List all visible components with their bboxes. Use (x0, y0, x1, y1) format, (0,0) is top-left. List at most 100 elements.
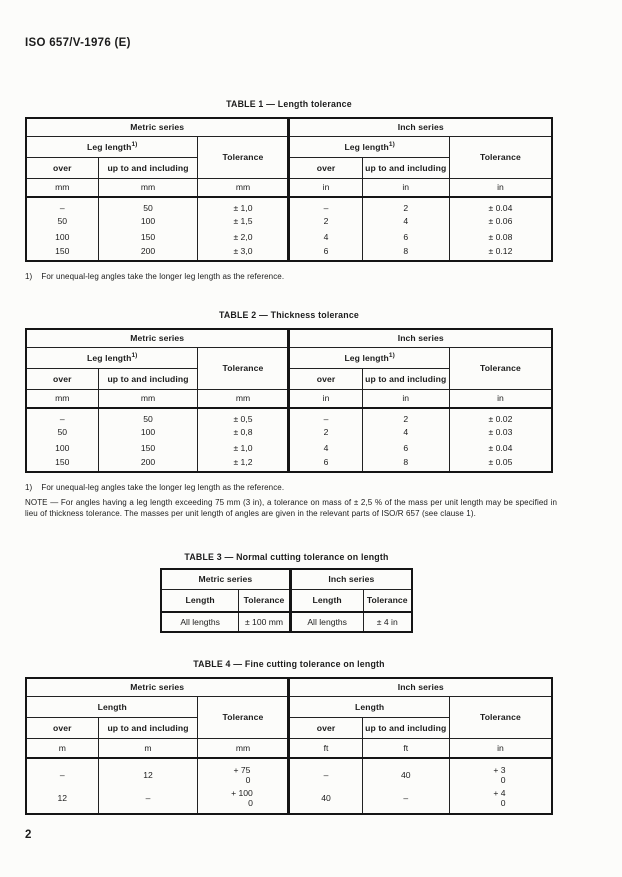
table1-length-tolerance: Metric series Inch series Leg length1) T… (25, 117, 553, 262)
stacked-tolerance: + 100 0 (231, 788, 255, 808)
unit-cell: in (448, 737, 553, 759)
table-cell: ± 0.08 (448, 229, 553, 245)
table-cell: 4 (361, 213, 450, 229)
unit-cell: in (361, 388, 450, 409)
table-cell: 12 (97, 758, 199, 786)
tolerance-lower: 0 (500, 774, 506, 785)
upto-header: up to and including (97, 367, 199, 390)
metric-series-header: Metric series (160, 568, 292, 590)
table-cell: 100 (25, 440, 99, 456)
footnote-ref: 1) (131, 352, 138, 360)
table-cell: 4 (361, 424, 450, 440)
table-cell: 6 (361, 229, 450, 245)
table-cell: ± 0.06 (448, 213, 553, 229)
table3-section: TABLE 3 — Normal cutting tolerance on le… (160, 552, 413, 633)
table2-title: TABLE 2 — Thickness tolerance (218, 310, 360, 320)
table2-thickness-tolerance: Metric series Inch series Leg length1) T… (25, 328, 553, 473)
table-cell: – (288, 758, 363, 786)
table1-footnote: 1) For unequal-leg angles take the longer… (25, 272, 284, 281)
table-cell: – (97, 786, 199, 814)
table-cell: 12 (25, 786, 99, 814)
over-header: over (25, 716, 99, 739)
table-cell: ± 0,5 (197, 408, 291, 424)
over-header: over (288, 367, 363, 390)
table-cell: ± 0,8 (197, 424, 291, 440)
table2-section: TABLE 2 — Thickness tolerance Metric ser… (25, 310, 553, 473)
unit-cell: mm (197, 388, 291, 409)
table-cell: – (25, 408, 99, 424)
inch-length-header: Length (288, 695, 450, 718)
unit-cell: m (97, 737, 199, 759)
table1-title: TABLE 1 — Length tolerance (226, 99, 352, 109)
series-header-row: Metric series Inch series (25, 677, 553, 697)
table-row: 100 150 ± 2,0 4 6 ± 0.08 (25, 229, 553, 245)
metric-series-header: Metric series (25, 677, 291, 697)
table-cell: 150 (25, 245, 99, 261)
inch-tolerance-header: Tolerance (448, 695, 553, 739)
unit-cell: m (25, 737, 99, 759)
metric-tolerance-header: Tolerance (197, 346, 291, 390)
table-cell: 2 (288, 424, 363, 440)
table-cell: + 75 0 (197, 758, 291, 786)
table-cell: All lengths (289, 611, 364, 633)
table-cell: – (25, 758, 99, 786)
table-cell: 2 (288, 213, 363, 229)
tolerance-lower: 0 (248, 798, 253, 808)
table-cell: ± 1,5 (197, 213, 291, 229)
table-cell: 150 (97, 440, 199, 456)
table-cell: ± 2,0 (197, 229, 291, 245)
table-cell: ± 3,0 (197, 245, 291, 261)
table-cell: 150 (97, 229, 199, 245)
range-header-row: over up to and including over up to and … (25, 156, 552, 179)
range-header-row: over up to and including over up to and … (25, 716, 552, 739)
unit-cell: in (288, 177, 363, 198)
table1-section: TABLE 1 — Length tolerance Metric series… (25, 99, 553, 262)
inch-series-header: Inch series (289, 568, 413, 590)
table-cell: All lengths (160, 611, 240, 633)
length-header: Length (289, 588, 364, 613)
table-cell: 6 (288, 245, 363, 261)
table-cell: 200 (97, 245, 199, 261)
table-cell: ± 0.12 (448, 245, 553, 261)
table-cell: ± 1,0 (197, 440, 291, 456)
group-header-row: Leg length1) Tolerance Leg length1) Tole… (25, 135, 553, 179)
leg-length-label: Leg length (344, 141, 389, 152)
inch-tolerance-header: Tolerance (448, 346, 553, 390)
leg-length-label: Leg length (344, 352, 389, 363)
unit-cell: mm (197, 737, 291, 759)
table-cell: 50 (97, 408, 199, 424)
series-header-row: Metric series Inch series (25, 117, 553, 137)
table-cell: 4 (288, 229, 363, 245)
unit-cell: in (288, 388, 363, 409)
table-cell: + 100 0 (197, 786, 291, 814)
table-cell: – (361, 786, 450, 814)
table-cell: ± 0.02 (448, 408, 553, 424)
upto-header: up to and including (361, 367, 450, 390)
footnote-marker: 1) (25, 272, 33, 281)
unit-cell: mm (197, 177, 291, 198)
table-cell: 100 (97, 424, 199, 440)
tolerance-upper: + 100 (231, 788, 253, 798)
table3-title: TABLE 3 — Normal cutting tolerance on le… (184, 552, 389, 562)
group-header-row: Length Tolerance Length Tolerance (25, 695, 553, 739)
table-cell: 2 (361, 197, 450, 213)
table-cell: ± 1,0 (197, 197, 291, 213)
table-cell: 8 (361, 456, 450, 472)
upto-header: up to and including (97, 156, 199, 179)
upto-header: up to and including (97, 716, 199, 739)
footnote-text: For unequal-leg angles take the longer l… (41, 483, 285, 492)
unit-cell: in (361, 177, 450, 198)
table-cell: 40 (361, 758, 450, 786)
group-header-row: Length Tolerance Length Tolerance (160, 588, 413, 613)
page-number: 2 (25, 829, 32, 841)
document-reference: ISO 657/V-1976 (E) (25, 37, 131, 49)
tolerance-header: Tolerance (362, 588, 413, 613)
leg-length-label: Leg length (87, 141, 132, 152)
inch-tolerance-header: Tolerance (448, 135, 553, 179)
footnote-marker: 1) (25, 483, 33, 492)
table-row: 50 100 ± 1,5 2 4 ± 0.06 (25, 213, 553, 229)
